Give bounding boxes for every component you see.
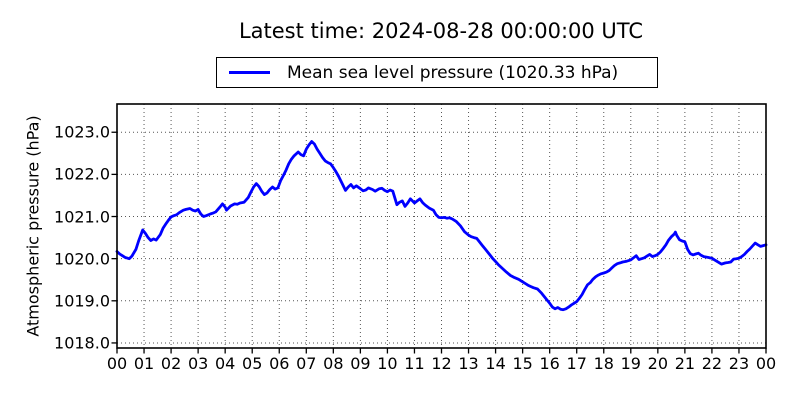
x-tick-label: 11 (404, 354, 425, 373)
x-tick-label: 13 (458, 354, 479, 373)
x-tick-label: 00 (755, 354, 777, 373)
x-tick-label: 03 (187, 354, 209, 373)
pressure-line (115, 140, 768, 312)
x-tick-label: 17 (566, 354, 587, 373)
x-tick-label: 00 (106, 354, 128, 373)
x-tick-label: 07 (296, 354, 317, 373)
y-tick-label: 1021.0 (54, 207, 110, 227)
x-tick-label: 05 (242, 354, 263, 373)
x-tick-label: 18 (593, 354, 614, 373)
x-tick-label: 12 (431, 354, 452, 373)
x-tick-label: 20 (647, 354, 669, 373)
x-tick-label: 02 (160, 354, 182, 373)
x-tick-label: 15 (512, 354, 533, 373)
x-tick-label: 14 (485, 354, 506, 373)
y-tick-label: 1023.0 (54, 122, 110, 142)
legend-line-sample (229, 71, 270, 74)
x-tick-label: 23 (728, 354, 750, 373)
x-tick-label: 22 (701, 354, 723, 373)
x-tick-label: 06 (269, 354, 290, 373)
x-tick-label: 08 (323, 354, 344, 373)
y-tick-label: 1020.0 (54, 249, 110, 269)
x-tick-label: 19 (620, 354, 641, 373)
y-tick-label: 1019.0 (54, 291, 110, 311)
y-axis-label: Atmospheric pressure (hPa) (23, 115, 43, 337)
x-tick-label: 01 (133, 354, 155, 373)
x-tick-label: 09 (350, 354, 371, 373)
x-tick-label: 21 (674, 354, 696, 373)
y-tick-label: 1018.0 (54, 333, 110, 353)
legend-label: Mean sea level pressure (1020.33 hPa) (287, 62, 619, 83)
x-tick-label: 16 (539, 354, 560, 373)
x-tick-label: 10 (377, 354, 398, 373)
y-tick-label: 1022.0 (54, 164, 110, 184)
chart-title: Latest time: 2024-08-28 00:00:00 UTC (238, 19, 644, 43)
legend-box: Mean sea level pressure (1020.33 hPa) (216, 57, 658, 88)
x-tick-label: 04 (214, 354, 236, 373)
